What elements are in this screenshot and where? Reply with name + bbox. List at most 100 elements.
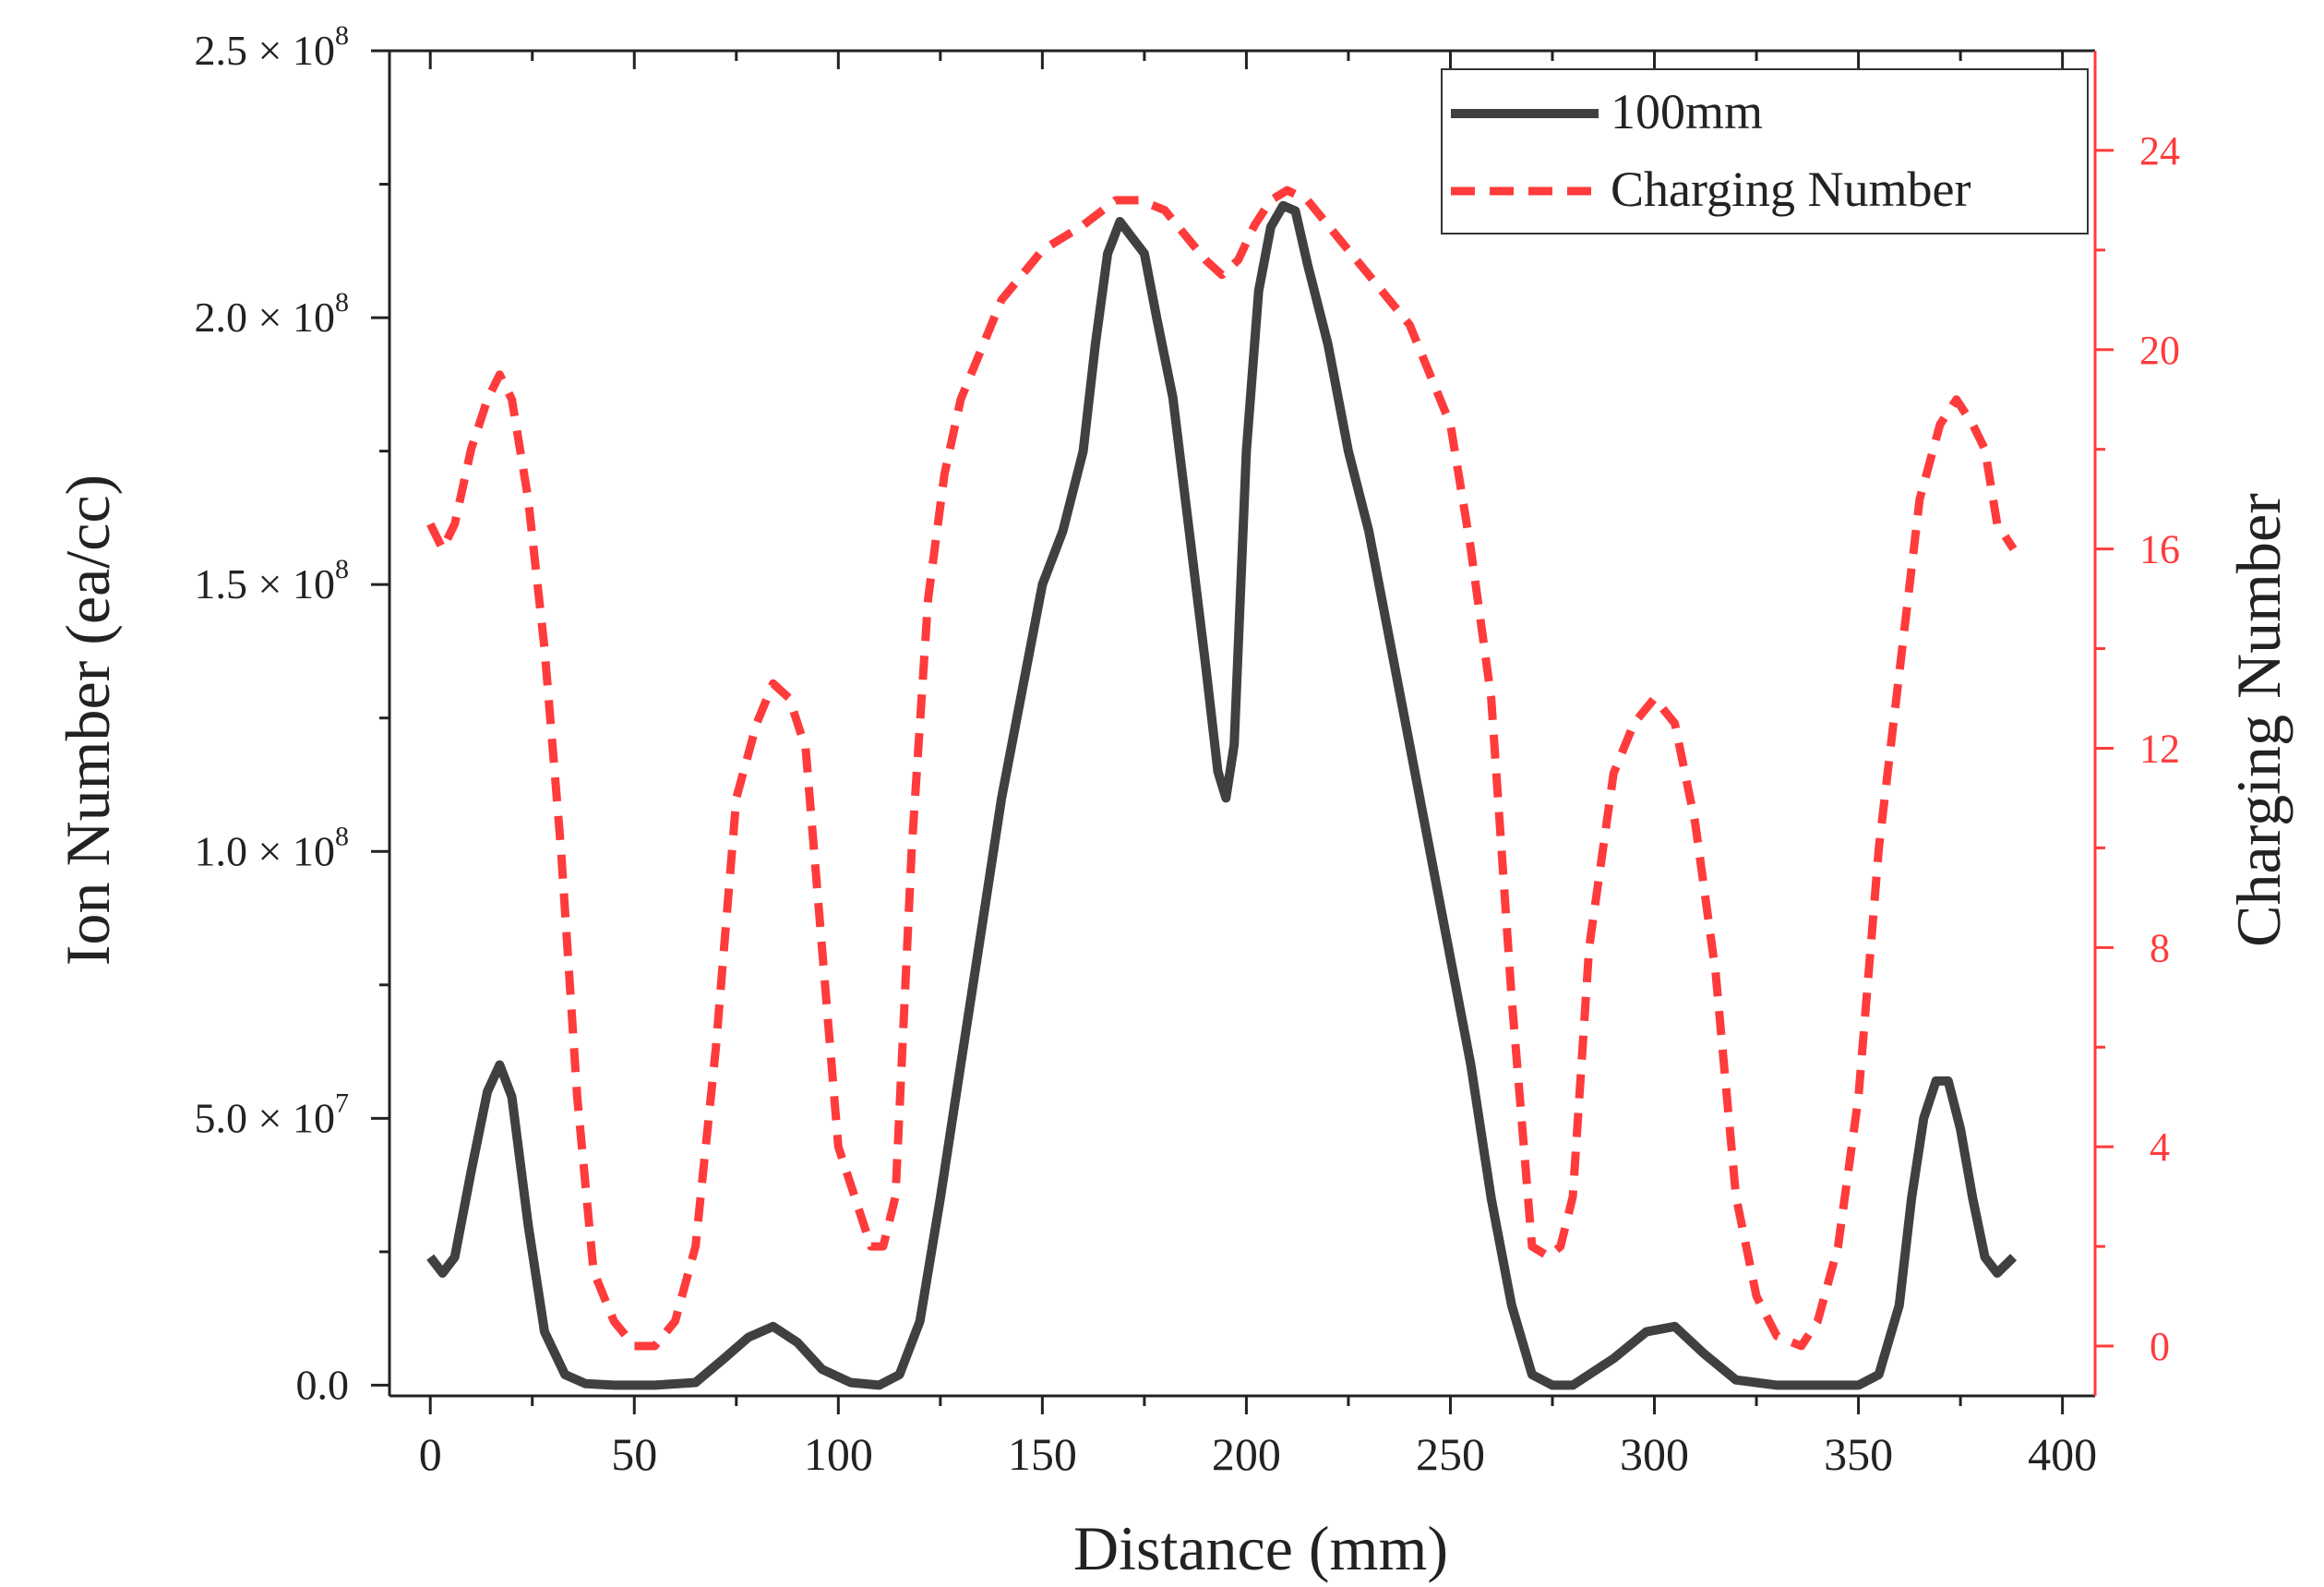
data-point xyxy=(797,1342,798,1343)
svg-text:2.5 × 108: 2.5 × 108 xyxy=(195,20,349,74)
data-point xyxy=(1654,698,1655,699)
data-point xyxy=(487,399,488,400)
svg-text:0.0: 0.0 xyxy=(296,1361,350,1408)
data-point xyxy=(1940,424,1941,425)
data-point xyxy=(499,1064,500,1065)
data-point xyxy=(1430,851,1431,852)
data-point xyxy=(1001,798,1002,799)
legend-entry-100mm: 100mm xyxy=(1451,84,1763,139)
data-point xyxy=(1858,1385,1859,1386)
data-point xyxy=(1634,723,1635,724)
y2-tick-label: 0 xyxy=(2150,1324,2170,1369)
data-point xyxy=(1613,773,1614,774)
data-point xyxy=(1238,259,1239,260)
data-point xyxy=(855,1196,856,1197)
data-point xyxy=(1307,199,1308,200)
data-point xyxy=(675,1321,676,1322)
data-point xyxy=(430,523,431,524)
data-point xyxy=(919,1321,920,1322)
svg-text:2.0 × 108: 2.0 × 108 xyxy=(195,287,349,341)
x-tick-label: 300 xyxy=(1620,1428,1689,1480)
data-point xyxy=(1258,291,1259,292)
x-tick-label: 100 xyxy=(804,1428,873,1480)
data-point xyxy=(1307,264,1308,265)
series-layer xyxy=(426,186,2018,1390)
data-point xyxy=(895,1196,896,1197)
data-point xyxy=(1217,771,1218,772)
data-point xyxy=(805,748,806,749)
data-point xyxy=(614,1385,615,1386)
legend: 100mm Charging Number xyxy=(1441,68,2089,234)
data-point xyxy=(1613,1358,1614,1359)
data-point xyxy=(1838,1246,1839,1247)
data-point xyxy=(821,947,822,948)
data-point xyxy=(1560,1246,1561,1247)
data-point xyxy=(1369,274,1370,275)
data-point xyxy=(577,1097,578,1098)
data-point xyxy=(2013,1256,2014,1257)
y2-tick-label: 24 xyxy=(2139,128,2180,174)
series-line-charging-number xyxy=(426,186,2018,1351)
data-point xyxy=(1470,548,1471,549)
svg-text:1.0 × 108: 1.0 × 108 xyxy=(195,821,349,874)
data-point xyxy=(1756,1296,1757,1297)
data-point xyxy=(593,1271,594,1272)
data-point xyxy=(1674,1326,1675,1327)
data-point xyxy=(695,1382,696,1383)
y-tick-label: 0.0 xyxy=(296,1361,350,1408)
data-point xyxy=(442,548,443,549)
data-point xyxy=(1573,1385,1574,1386)
x-tick-label: 350 xyxy=(1824,1428,1893,1480)
data-point xyxy=(1001,299,1002,300)
data-point xyxy=(1947,1080,1948,1081)
data-point xyxy=(1389,638,1390,639)
data-point xyxy=(960,399,961,400)
data-point xyxy=(2013,548,2014,549)
x-axis-label: Distance (mm) xyxy=(1073,1513,1448,1583)
data-point xyxy=(789,698,790,699)
data-point xyxy=(838,1147,839,1148)
data-point xyxy=(1327,344,1328,345)
data-point xyxy=(1984,1256,1985,1257)
data-point xyxy=(1205,664,1206,665)
data-point xyxy=(654,1385,655,1386)
data-point xyxy=(1735,1379,1736,1380)
y2-tick-label: 20 xyxy=(2139,328,2180,373)
data-point xyxy=(442,1273,443,1274)
data-point xyxy=(879,1385,880,1386)
data-point xyxy=(565,1374,566,1375)
data-point xyxy=(1409,744,1410,745)
data-point xyxy=(454,1256,455,1257)
data-point xyxy=(1573,1196,1574,1197)
y2-axis-label: Charging Number xyxy=(2223,493,2294,947)
legend-entry-charging-number: Charging Number xyxy=(1451,162,1971,217)
data-point xyxy=(1450,957,1451,958)
data-point xyxy=(862,1221,863,1222)
axis-labels: Distance (mm) Ion Number (ea/cc) Charging … xyxy=(53,475,2294,1583)
data-point xyxy=(1254,224,1255,225)
data-point xyxy=(1715,972,1716,973)
data-point xyxy=(1270,226,1271,227)
data-point xyxy=(1935,1080,1936,1081)
legend-box xyxy=(1441,68,2089,234)
data-point xyxy=(1369,531,1370,532)
data-point xyxy=(1327,224,1328,225)
data-point xyxy=(614,1321,615,1322)
data-point xyxy=(1295,210,1296,211)
data-point xyxy=(850,1382,851,1383)
data-point xyxy=(756,723,757,724)
legend-label: 100mm xyxy=(1611,84,1763,139)
data-point xyxy=(1674,723,1675,724)
y-tick-label: 2.5 × 108 xyxy=(195,20,349,74)
data-point xyxy=(944,474,945,475)
data-point xyxy=(1042,584,1043,585)
data-point xyxy=(870,1246,871,1247)
y-tick-label: 1.5 × 108 xyxy=(195,554,349,607)
y2-tick-label: 12 xyxy=(2139,726,2180,771)
data-point xyxy=(1996,523,1997,524)
data-point xyxy=(1430,374,1431,375)
y2-tick-label: 8 xyxy=(2150,925,2170,970)
data-point xyxy=(882,1246,883,1247)
data-point xyxy=(1911,1198,1912,1199)
